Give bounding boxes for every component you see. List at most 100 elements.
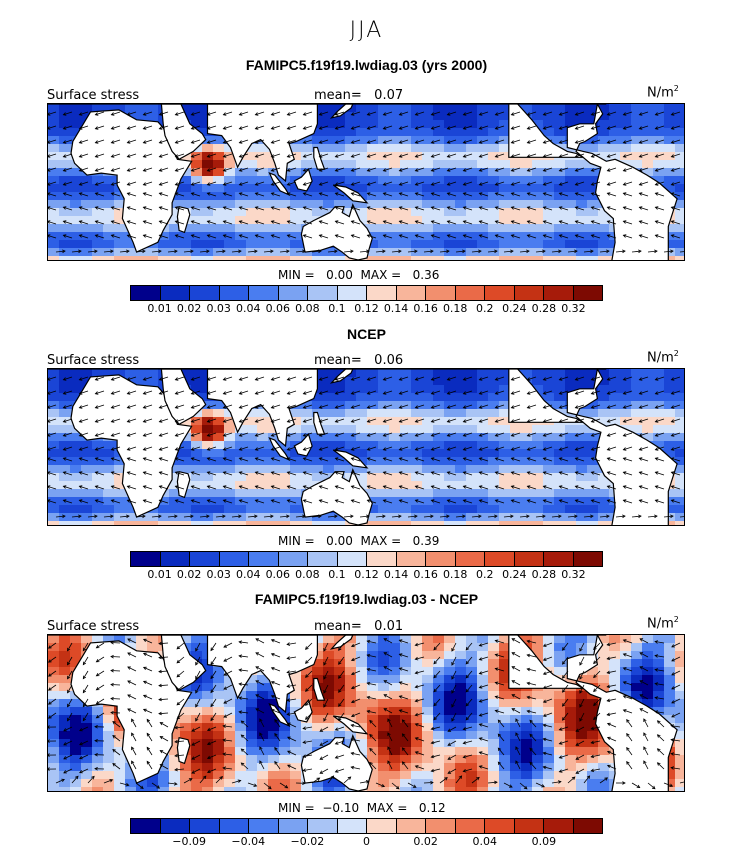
colorbar-tick-label: 0.28	[531, 568, 557, 581]
continents	[48, 369, 678, 525]
colorbar-swatch	[426, 286, 456, 300]
panel-2-variable-label: Surface stress	[47, 353, 140, 368]
colorbar-swatch	[160, 819, 190, 833]
panel-2-title: NCEP	[347, 326, 386, 342]
colorbar-swatch	[219, 552, 249, 566]
panel-2-mean-value: 0.06	[374, 353, 404, 368]
colorbar-swatch	[455, 552, 485, 566]
panel-1-map	[47, 103, 685, 261]
colorbar-tick-label: −0.02	[290, 835, 325, 848]
panel-2-mean-label: mean= 0.06	[314, 353, 404, 368]
colorbar-tick-label: 0.28	[531, 302, 557, 315]
colorbar-swatch	[278, 819, 308, 833]
colorbar-swatch	[131, 819, 161, 833]
colorbar-swatch	[160, 286, 190, 300]
colorbar-swatch	[544, 819, 574, 833]
colorbar-tick-label: 0.02	[176, 302, 202, 315]
panel-2-colorbar	[130, 551, 603, 567]
colorbar-swatch	[190, 819, 220, 833]
colorbar-swatch	[190, 286, 220, 300]
panel-3-mean-label: mean= 0.01	[314, 619, 404, 634]
colorbar-tick-label: 0.09	[531, 835, 557, 848]
colorbar-swatch	[514, 552, 544, 566]
colorbar-swatch	[426, 552, 456, 566]
panel-3-colorbar-labels: −0.09 −0.04 −0.02 0 0.02 0.04 0.09	[130, 835, 603, 849]
wind-stress-vectors	[48, 376, 684, 519]
colorbar-swatch	[485, 552, 515, 566]
continents	[48, 104, 678, 260]
colorbar-swatch	[573, 552, 602, 566]
colorbar-swatch	[131, 286, 161, 300]
colorbar-tick-label: 0.04	[236, 302, 261, 315]
panel-1-min-max: MIN = 0.00 MAX = 0.36	[278, 268, 440, 282]
continents	[48, 635, 678, 791]
colorbar-tick-label: 0.32	[561, 568, 586, 581]
colorbar-swatch	[278, 286, 308, 300]
colorbar-swatch	[308, 552, 338, 566]
colorbar-tick-label: 0.16	[413, 302, 438, 315]
colorbar-tick-label: 0.06	[265, 302, 291, 315]
panel-1-colorbar	[130, 285, 603, 301]
colorbar-swatch	[485, 819, 515, 833]
colorbar-tick-label: 0.02	[176, 568, 202, 581]
colorbar-tick-label: 0.16	[413, 568, 438, 581]
colorbar-swatch	[249, 286, 279, 300]
panel-1-title: FAMIPC5.f19f19.lwdiag.03 (yrs 2000)	[245, 57, 488, 73]
colorbar-swatch	[337, 819, 367, 833]
wind-stress-vectors	[48, 111, 684, 254]
colorbar-tick-label: 0.2	[476, 568, 494, 581]
colorbar-tick-label: 0.06	[265, 568, 291, 581]
colorbar-swatch	[544, 286, 574, 300]
colorbar-swatch	[544, 552, 574, 566]
colorbar-tick-label: −0.04	[231, 835, 266, 848]
colorbar-tick-label: 0.01	[147, 568, 172, 581]
colorbar-swatch	[131, 552, 161, 566]
colorbar-tick-label: 0.08	[295, 302, 320, 315]
colorbar-swatch	[249, 552, 279, 566]
colorbar-swatch	[249, 819, 279, 833]
panel-1-units: N/m2	[647, 84, 679, 101]
colorbar-swatch	[219, 819, 249, 833]
colorbar-tick-label: 0.1	[328, 568, 346, 581]
colorbar-swatch	[160, 552, 190, 566]
colorbar-swatch	[219, 286, 249, 300]
colorbar-swatch	[367, 819, 397, 833]
colorbar-swatch	[190, 552, 220, 566]
panel-1-mean-value: 0.07	[374, 88, 404, 103]
colorbar-swatch	[396, 552, 426, 566]
colorbar-tick-label: 0.12	[354, 568, 379, 581]
panel-3-variable-label: Surface stress	[47, 619, 140, 634]
colorbar-swatch	[455, 819, 485, 833]
colorbar-tick-label: −0.09	[172, 835, 206, 848]
colorbar-swatch	[426, 819, 456, 833]
panel-1-mean-label: mean= 0.07	[314, 88, 404, 103]
panel-3-map	[47, 634, 685, 792]
colorbar-swatch	[278, 552, 308, 566]
colorbar-swatch	[573, 286, 602, 300]
colorbar-swatch	[485, 286, 515, 300]
colorbar-swatch	[514, 819, 544, 833]
panel-1-colorbar-labels: 0.01 0.02 0.03 0.04 0.06 0.08 0.1 0.12 0.14 0.16 0…	[130, 302, 603, 316]
panel-3-units: N/m2	[647, 615, 679, 632]
wind-stress-vectors	[48, 638, 684, 790]
colorbar-tick-label: 0.03	[206, 568, 231, 581]
panel-2-map	[47, 368, 685, 526]
panel-1-variable-label: Surface stress	[47, 88, 140, 103]
colorbar-swatch	[308, 286, 338, 300]
colorbar-tick-label: 0.24	[502, 568, 527, 581]
colorbar-tick-label: 0	[363, 835, 370, 848]
colorbar-swatch	[308, 819, 338, 833]
colorbar-swatch	[396, 286, 426, 300]
colorbar-tick-label: 0.08	[295, 568, 320, 581]
colorbar-tick-label: 0.12	[354, 302, 379, 315]
colorbar-tick-label: 0.02	[413, 835, 438, 848]
colorbar-tick-label: 0.18	[442, 302, 468, 315]
colorbar-tick-label: 0.01	[147, 302, 172, 315]
colorbar-swatch	[573, 819, 602, 833]
colorbar-tick-label: 0.14	[383, 302, 409, 315]
season-title: JJA	[349, 18, 384, 43]
colorbar-swatch	[514, 286, 544, 300]
colorbar-swatch	[337, 286, 367, 300]
colorbar-tick-label: 0.1	[328, 302, 346, 315]
panel-2-colorbar-labels: 0.01 0.02 0.03 0.04 0.06 0.08 0.1 0.12 0.14 0.16 0…	[130, 568, 603, 582]
